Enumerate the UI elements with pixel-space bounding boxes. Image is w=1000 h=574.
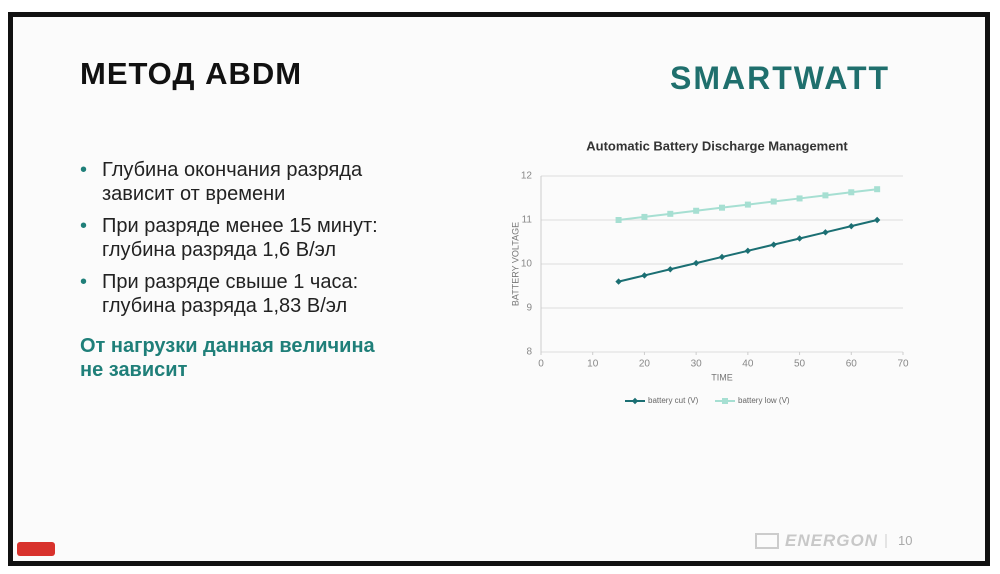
marker xyxy=(822,229,829,236)
x-tick-label: 20 xyxy=(639,359,651,370)
marker xyxy=(744,247,752,254)
x-tick-label: 0 xyxy=(538,359,544,370)
marker xyxy=(615,278,622,285)
marker xyxy=(667,210,674,217)
bullet-dot: • xyxy=(80,215,88,237)
marker xyxy=(874,186,881,193)
marker xyxy=(796,235,803,242)
y-tick-label: 12 xyxy=(521,171,533,182)
marker xyxy=(848,222,855,230)
marker xyxy=(770,198,777,205)
brand-icon xyxy=(755,533,779,549)
slide-title: МЕТОД ABDM xyxy=(80,56,303,91)
footer-brand: ENERGON xyxy=(785,531,878,550)
marker xyxy=(693,207,700,214)
marker xyxy=(615,217,622,223)
slide xyxy=(8,12,990,566)
x-tick-label: 10 xyxy=(587,359,599,370)
y-tick-label: 11 xyxy=(522,215,533,226)
chart-title: Automatic Battery Discharge Management xyxy=(586,138,848,153)
logo: SMARTWATT xyxy=(670,60,891,96)
marker xyxy=(641,213,648,220)
bullet-text: Глубина окончания разряда xyxy=(102,159,363,181)
x-axis-label: TIME xyxy=(711,372,733,382)
bullet-text: глубина разряда 1,83 В/эл xyxy=(102,295,348,317)
marker xyxy=(822,192,829,199)
legend-label: battery low (V) xyxy=(738,396,790,405)
highlight-text: не зависит xyxy=(80,359,188,381)
marker xyxy=(722,398,728,404)
bullet-dot: • xyxy=(80,159,88,181)
highlight-text: От нагрузки данная величина xyxy=(80,335,375,357)
x-tick-label: 40 xyxy=(742,359,754,370)
bullet-dot: • xyxy=(80,271,88,293)
bullet-text: глубина разряда 1,6 В/эл xyxy=(102,239,337,261)
marker xyxy=(641,272,648,279)
marker xyxy=(667,266,674,273)
marker xyxy=(692,259,700,267)
y-axis-label: BATTERY VOLTAGE xyxy=(510,222,520,306)
x-tick-label: 50 xyxy=(794,359,806,370)
x-tick-label: 30 xyxy=(691,359,703,370)
marker xyxy=(718,253,726,261)
corner-icon xyxy=(17,542,55,556)
marker xyxy=(796,195,803,202)
marker xyxy=(719,204,725,211)
marker xyxy=(873,216,881,224)
bullet-text: При разряде менее 15 минут: xyxy=(102,215,378,237)
page-number: 10 xyxy=(898,533,913,548)
marker xyxy=(848,189,855,196)
y-tick-label: 9 xyxy=(526,303,532,314)
y-tick-label: 8 xyxy=(526,347,532,358)
x-tick-label: 70 xyxy=(897,359,909,370)
legend-label: battery cut (V) xyxy=(648,396,699,405)
marker xyxy=(770,241,777,248)
bullet-text: зависит от времени xyxy=(102,183,286,205)
bullet-text: При разряде свыше 1 часа: xyxy=(102,271,359,293)
y-tick-label: 10 xyxy=(521,259,533,270)
marker xyxy=(631,397,639,405)
x-tick-label: 60 xyxy=(846,359,858,370)
marker xyxy=(744,201,751,208)
